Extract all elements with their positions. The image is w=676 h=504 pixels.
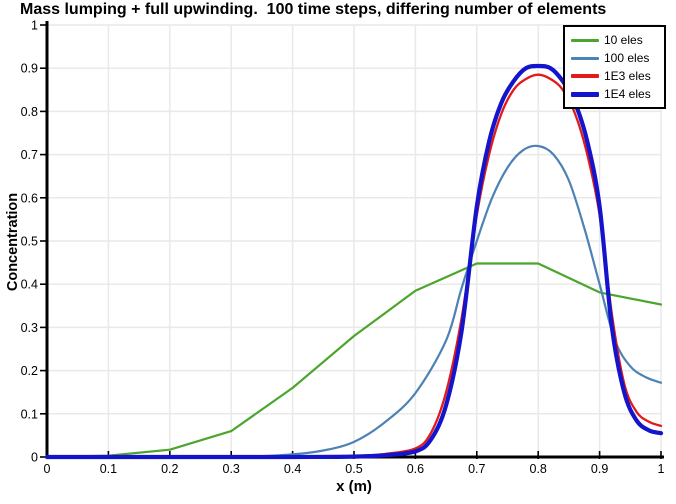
y-tick-label: 0.4 [21, 278, 38, 292]
legend-line-swatch [571, 91, 599, 97]
y-tick-label: 0.6 [21, 191, 38, 205]
legend-item: 10 eles [571, 31, 658, 49]
legend-item: 1E3 eles [571, 67, 658, 85]
x-tick-label: 0.9 [591, 462, 608, 476]
legend-label: 1E3 eles [604, 69, 651, 83]
y-tick-label: 0.5 [21, 235, 38, 249]
x-tick-label: 1 [658, 462, 665, 476]
y-tick-label: 0.9 [21, 62, 38, 76]
x-tick-label: 0.2 [161, 462, 178, 476]
legend: 10 eles 100 eles 1E3 eles 1E4 eles [563, 25, 666, 109]
legend-item: 1E4 eles [571, 85, 658, 103]
legend-label: 100 eles [604, 51, 650, 65]
x-tick-label: 0.6 [407, 462, 424, 476]
y-axis-label: Concentration [5, 192, 21, 292]
chart-title: Mass lumping + full upwinding. 100 time … [20, 1, 607, 18]
legend-label: 1E4 eles [604, 87, 651, 101]
legend-line-swatch [571, 74, 599, 78]
x-tick-label: 0 [44, 462, 51, 476]
x-tick-label: 0.1 [100, 462, 117, 476]
y-tick-label: 0.8 [21, 105, 38, 119]
y-tick-label: 0.7 [21, 148, 38, 162]
x-tick-label: 0.5 [345, 462, 362, 476]
y-tick-label: 0.3 [21, 321, 38, 335]
series-line-10-eles [45, 262, 663, 459]
x-axis-label: x (m) [336, 478, 372, 495]
y-tick-label: 0.1 [21, 407, 38, 421]
x-tick-label: 0.7 [468, 462, 485, 476]
series-line-1e4-eles [44, 63, 664, 460]
x-tick-label: 0.8 [530, 462, 547, 476]
y-tick-label: 0.2 [21, 364, 38, 378]
y-tick-label: 1 [31, 19, 38, 33]
y-tick-label: 0 [31, 451, 38, 465]
legend-label: 10 eles [604, 33, 643, 47]
x-tick-label: 0.4 [284, 462, 301, 476]
x-tick-label: 0.3 [223, 462, 240, 476]
legend-line-swatch [571, 38, 599, 42]
legend-line-swatch [571, 56, 599, 60]
legend-item: 100 eles [571, 49, 658, 67]
